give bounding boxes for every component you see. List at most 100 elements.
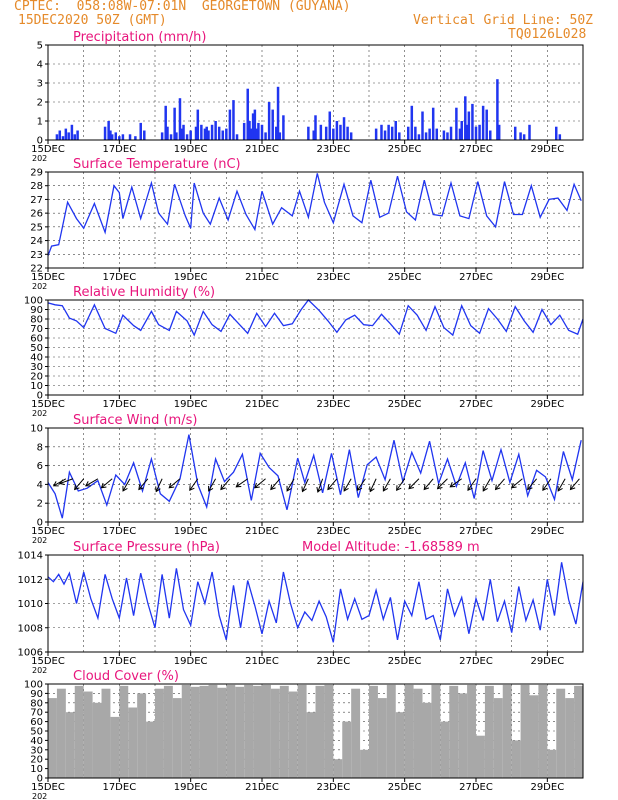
precip-bar	[558, 134, 562, 140]
precip-bar	[464, 96, 467, 140]
precip-bar	[214, 121, 217, 140]
precip-bar	[109, 130, 112, 140]
cloud-bar	[502, 684, 512, 778]
precip-bar	[489, 130, 492, 140]
wind-arrow	[254, 478, 266, 489]
precip-bar	[257, 122, 260, 140]
cloud-bar	[83, 691, 93, 778]
cloud-bar	[74, 685, 84, 778]
precip-bar	[253, 109, 257, 140]
wind-arrow	[408, 478, 420, 490]
panel-title: Surface Wind (m/s)	[73, 413, 197, 428]
x-tick-label: 23DEC	[316, 782, 350, 793]
precip-bar	[528, 124, 531, 140]
wind-arrow	[511, 478, 523, 489]
cloud-bar	[556, 688, 566, 778]
x-tick-label: 21DEC	[245, 399, 279, 410]
x-tick-label: 21DEC	[245, 782, 279, 793]
y-tick-label: 100	[24, 296, 43, 307]
wind-arrow	[449, 478, 463, 488]
precip-bar	[67, 132, 70, 140]
cloud-bar	[92, 702, 102, 778]
x-tick-label: 15DEC	[31, 272, 65, 283]
wind-arrow	[423, 478, 434, 490]
wind-arrow	[467, 478, 477, 491]
precip-bar	[271, 109, 274, 140]
precip-bar	[394, 121, 397, 140]
precip-bar	[406, 126, 410, 140]
cloud-bar	[146, 721, 155, 778]
wind-arrow-head	[301, 486, 307, 493]
precip-bar	[225, 128, 228, 140]
cloud-bar	[324, 684, 334, 778]
panel-frame	[47, 44, 584, 141]
precip-bar	[428, 128, 431, 140]
cloud-bar	[395, 712, 405, 778]
precip-bar	[110, 134, 114, 140]
header-line-2-left: 15DEC2020 50Z (GMT)	[18, 13, 167, 28]
cloud-bar	[208, 684, 218, 778]
wind-arrow-head	[423, 484, 430, 491]
precip-bar	[275, 126, 278, 140]
x-tick-label: 25DEC	[388, 399, 422, 410]
y-tick-label: 2	[37, 499, 43, 510]
precip-bar	[58, 130, 62, 140]
precip-bar	[175, 132, 178, 140]
wind-arrow	[495, 478, 505, 490]
x-tick-label: 15DEC	[31, 526, 65, 537]
precip-bar	[242, 122, 246, 140]
wind-arrow-head	[220, 484, 226, 491]
y-tick-label: 8	[37, 442, 43, 453]
precip-bar	[467, 111, 471, 140]
wind-arrow	[317, 478, 324, 493]
precip-bar	[522, 134, 526, 140]
x-tick-label: 27DEC	[459, 656, 493, 667]
y-tick-label: 2	[37, 98, 43, 109]
precip-bar	[196, 109, 200, 140]
y-tick-label: 27	[30, 195, 43, 206]
y-tick-label: 23	[30, 250, 43, 261]
y-tick-label: 24	[30, 236, 43, 247]
y-tick-label: 28	[30, 181, 43, 192]
x-tick-label: 19DEC	[174, 399, 208, 410]
cloud-bar	[48, 698, 57, 778]
y-tick-label: 22	[30, 264, 43, 275]
x-year-label: 202	[32, 792, 47, 800]
wind-arrow	[557, 478, 566, 492]
wind-arrow	[168, 478, 181, 489]
wind-arrow-head	[569, 484, 576, 491]
wind-arrow	[356, 478, 366, 491]
precip-bar	[383, 130, 387, 140]
precip-bar	[166, 126, 169, 140]
cloud-bar	[244, 684, 254, 778]
precip-bar	[251, 113, 255, 140]
x-tick-label: 25DEC	[388, 656, 422, 667]
cloud-bar	[235, 686, 245, 778]
cloud-bar	[547, 749, 557, 778]
header-line-1: CPTEC: 058:08W-07:01N GEORGETOWN (GUYANA…	[14, 0, 351, 14]
cloud-bar	[484, 685, 494, 778]
precip-bar	[143, 130, 146, 140]
panel-title: Surface Pressure (hPa)	[73, 540, 220, 555]
cloud-bar	[137, 693, 147, 778]
y-tick-label: 1008	[18, 623, 43, 634]
precip-bar	[387, 124, 390, 140]
precip-bar	[312, 130, 315, 140]
wind-arrow-head	[369, 486, 375, 493]
x-tick-label: 17DEC	[102, 399, 136, 410]
wind-arrow-head	[189, 485, 195, 492]
cloud-bar	[386, 684, 396, 778]
x-tick-label: 19DEC	[174, 656, 208, 667]
precip-bar	[189, 130, 192, 140]
precip-bar	[70, 124, 74, 140]
precip-bar	[121, 134, 125, 140]
y-tick-label: 29	[30, 168, 43, 179]
x-tick-label: 21DEC	[245, 144, 279, 155]
cloud-bar	[315, 685, 325, 778]
panel-5	[45, 554, 584, 656]
x-tick-label: 29DEC	[530, 272, 564, 283]
precip-bar	[182, 124, 185, 140]
x-tick-label: 17DEC	[102, 782, 136, 793]
wind-arrow	[122, 478, 131, 492]
